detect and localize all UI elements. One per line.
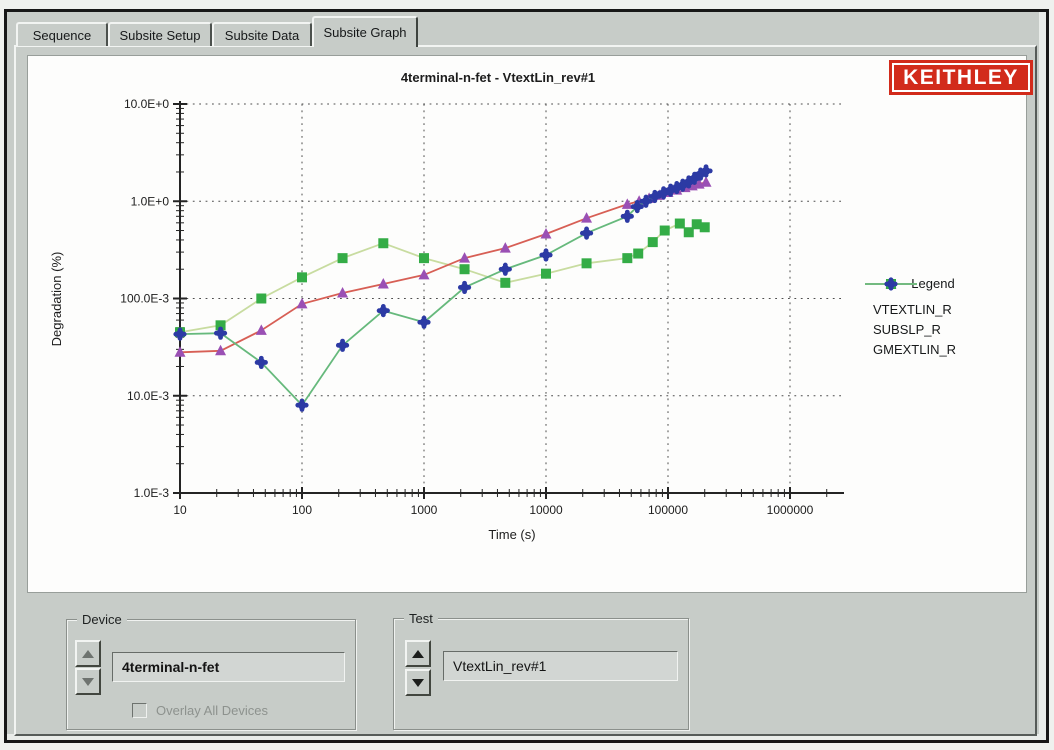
tab-sequence[interactable]: Sequence (16, 22, 108, 46)
legend-label: VTEXTLIN_R (873, 301, 952, 317)
test-groupbox: Test (393, 611, 689, 730)
x-tick-label: 100000 (648, 503, 688, 517)
x-tick-label: 10 (173, 503, 187, 517)
legend-entry-VTEXTLIN_R: VTEXTLIN_R (863, 278, 1033, 319)
y-axis-title: Degradation (%) (49, 252, 64, 347)
test-down-button[interactable] (405, 669, 431, 696)
tab-subsite-data[interactable]: Subsite Data (212, 22, 312, 46)
x-tick-label: 1000000 (767, 503, 814, 517)
y-tick-label: 1.0E-3 (134, 486, 170, 500)
legend-entry-SUBSLP_R: SUBSLP_R (863, 279, 1033, 339)
device-up-button[interactable] (75, 640, 101, 667)
arrow-down-icon (412, 678, 424, 687)
legend-title: Legend (911, 276, 955, 291)
y-tick-label: 100.0E-3 (120, 292, 169, 306)
legend-label: SUBSLP_R (873, 321, 941, 337)
series-VTEXTLIN_R (174, 176, 712, 357)
chart-svg: 4terminal-n-fet - VtextLin_rev#1 10.0E+0 1… (49, 70, 844, 542)
device-groupbox: Device (66, 612, 356, 730)
legend-label: GMEXTLIN_R (873, 341, 957, 357)
legend-rows: VTEXTLIN_R SUBSLP_R GMEXTLIN_R (863, 277, 1033, 359)
arrow-up-icon (412, 649, 424, 658)
arrow-down-icon (82, 677, 94, 686)
device-group-label: Device (77, 612, 127, 627)
test-name-field[interactable]: VtextLin_rev#1 (443, 651, 678, 681)
test-up-button[interactable] (405, 640, 431, 667)
x-tick-label: 1000 (411, 503, 438, 517)
tab-subsite-setup[interactable]: Subsite Setup (108, 22, 212, 46)
x-tick-label: 100 (292, 503, 312, 517)
overlay-all-devices-checkbox[interactable] (132, 703, 147, 718)
overlay-all-devices-label: Overlay All Devices (156, 703, 268, 718)
device-name-field[interactable]: 4terminal-n-fet (112, 652, 345, 682)
graph-area: 4terminal-n-fet - VtextLin_rev#1 10.0E+0 1… (27, 55, 1033, 593)
chart-legend: Legend VTEXTLIN_R SUBSLP_R GMEXTLIN_R (863, 276, 1033, 359)
device-down-button[interactable] (75, 668, 101, 695)
x-tick-label: 10000 (529, 503, 563, 517)
test-group-label: Test (404, 611, 438, 626)
series-SUBSLP_R (175, 218, 710, 338)
legend-entry-GMEXTLIN_R: GMEXTLIN_R (863, 277, 1033, 359)
chart-title: 4terminal-n-fet - VtextLin_rev#1 (401, 70, 595, 85)
y-tick-label: 1.0E+0 (131, 194, 170, 208)
y-tick-label: 10.0E+0 (124, 97, 169, 111)
x-axis-title: Time (s) (488, 527, 535, 542)
arrow-up-icon (82, 649, 94, 658)
keithley-logo: KEITHLEY (889, 60, 1033, 95)
tab-subsite-graph[interactable]: Subsite Graph (312, 16, 418, 47)
y-tick-label: 10.0E-3 (127, 389, 169, 403)
series-GMEXTLIN_R (173, 164, 713, 412)
keithley-logo-text: KEITHLEY (892, 63, 1030, 92)
